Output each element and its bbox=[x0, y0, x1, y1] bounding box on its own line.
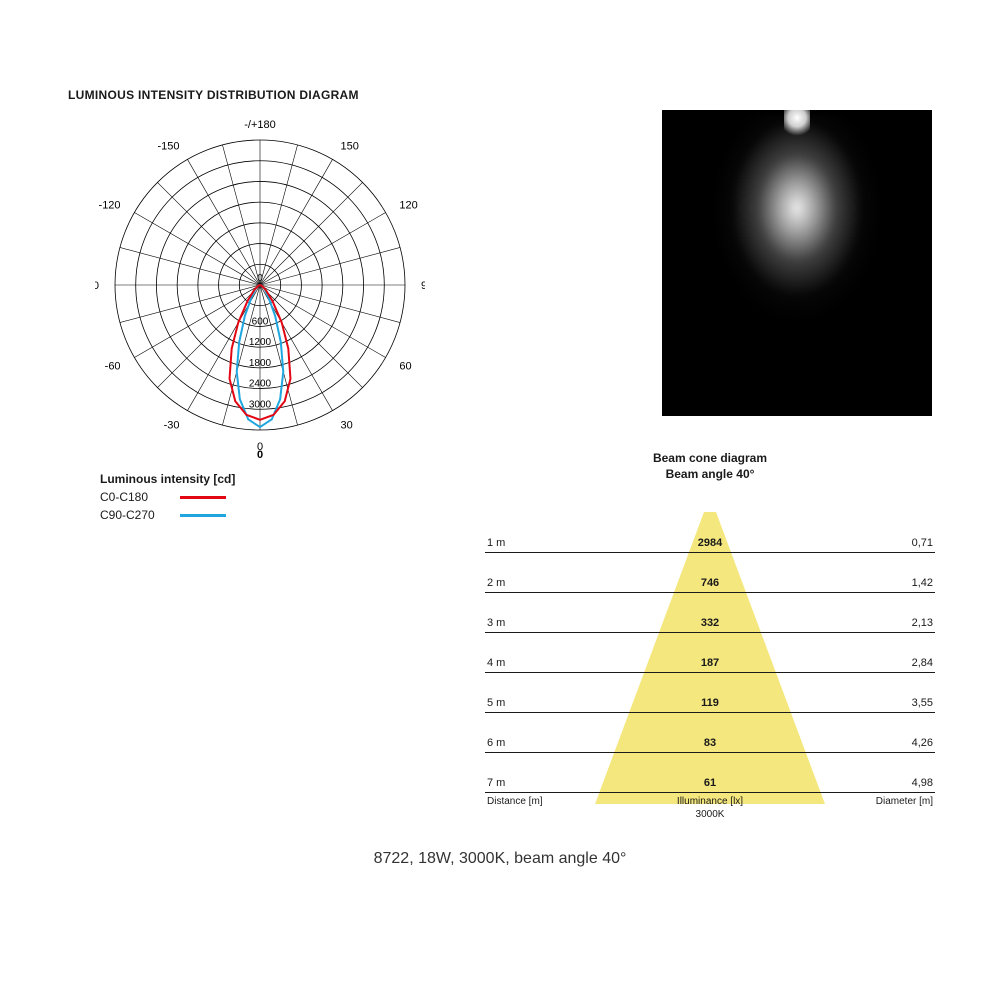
beam-diameter: 2,84 bbox=[912, 657, 933, 669]
legend-row: C0-C180 bbox=[100, 488, 235, 506]
svg-text:-150: -150 bbox=[157, 141, 179, 153]
svg-text:120: 120 bbox=[399, 200, 417, 212]
beam-diameter: 4,98 bbox=[912, 777, 933, 789]
beam-titles: Beam cone diagram Beam angle 40° bbox=[485, 450, 935, 482]
svg-text:1200: 1200 bbox=[249, 337, 272, 348]
beam-chart: 1 m29840,712 m7461,423 m3322,134 m1872,8… bbox=[485, 512, 935, 832]
beam-distance: 1 m bbox=[487, 537, 505, 549]
svg-text:2400: 2400 bbox=[249, 379, 272, 390]
beam-row: 5 m1193,55 bbox=[485, 712, 935, 713]
beam-row: 3 m3322,13 bbox=[485, 632, 935, 633]
beam-diameter: 1,42 bbox=[912, 577, 933, 589]
svg-text:90: 90 bbox=[421, 280, 425, 292]
beam-lux: 119 bbox=[701, 697, 719, 709]
beam-row: 4 m1872,84 bbox=[485, 672, 935, 673]
beam-cone-section: Beam cone diagram Beam angle 40° 1 m2984… bbox=[485, 450, 935, 832]
legend-swatch bbox=[180, 514, 226, 517]
beam-row: 7 m614,98 bbox=[485, 792, 935, 793]
svg-text:-90: -90 bbox=[95, 280, 99, 292]
beam-row: 6 m834,26 bbox=[485, 752, 935, 753]
beam-lux: 83 bbox=[704, 737, 716, 749]
light-glow bbox=[712, 116, 882, 346]
light-source-point bbox=[784, 110, 810, 136]
light-photo bbox=[662, 110, 932, 416]
legend: Luminous intensity [cd] C0-C180C90-C270 bbox=[100, 470, 235, 524]
svg-text:0: 0 bbox=[257, 273, 263, 284]
beam-distance: 4 m bbox=[487, 657, 505, 669]
svg-text:30: 30 bbox=[341, 419, 353, 431]
svg-text:150: 150 bbox=[341, 141, 359, 153]
axis-right: Diameter [m] bbox=[876, 796, 933, 807]
beam-lux: 2984 bbox=[698, 537, 722, 549]
legend-label: C0-C180 bbox=[100, 488, 162, 506]
svg-text:-120: -120 bbox=[99, 200, 121, 212]
svg-text:0: 0 bbox=[257, 449, 263, 461]
beam-distance: 2 m bbox=[487, 577, 505, 589]
caption: 8722, 18W, 3000K, beam angle 40° bbox=[0, 850, 1000, 868]
svg-text:3000: 3000 bbox=[249, 399, 272, 410]
svg-text:600: 600 bbox=[252, 316, 269, 327]
beam-diameter: 2,13 bbox=[912, 617, 933, 629]
svg-text:-60: -60 bbox=[105, 361, 121, 373]
svg-text:1800: 1800 bbox=[249, 358, 272, 369]
legend-row: C90-C270 bbox=[100, 506, 235, 524]
beam-row: 2 m7461,42 bbox=[485, 592, 935, 593]
beam-distance: 3 m bbox=[487, 617, 505, 629]
beam-distance: 5 m bbox=[487, 697, 505, 709]
beam-diameter: 0,71 bbox=[912, 537, 933, 549]
axis-left: Distance [m] bbox=[487, 796, 543, 807]
beam-distance: 6 m bbox=[487, 737, 505, 749]
beam-row: 1 m29840,71 bbox=[485, 552, 935, 553]
beam-title-2: Beam angle 40° bbox=[485, 466, 935, 482]
axis-center: Illuminance [lx]3000K bbox=[677, 796, 743, 821]
legend-title: Luminous intensity [cd] bbox=[100, 470, 235, 488]
polar-svg: -/+180 150 120 90 60 30 0 -30 -60 -90 -120 -150 0 600… bbox=[95, 110, 425, 470]
polar-diagram: -/+180 150 120 90 60 30 0 -30 -60 -90 -120 -150 0 600… bbox=[95, 110, 425, 460]
svg-text:60: 60 bbox=[399, 361, 411, 373]
beam-lux: 61 bbox=[704, 777, 716, 789]
beam-lux: 187 bbox=[701, 657, 719, 669]
beam-lux: 746 bbox=[701, 577, 719, 589]
svg-text:-/+180: -/+180 bbox=[244, 119, 276, 131]
legend-label: C90-C270 bbox=[100, 506, 162, 524]
beam-diameter: 4,26 bbox=[912, 737, 933, 749]
beam-lux: 332 bbox=[701, 617, 719, 629]
beam-title-1: Beam cone diagram bbox=[485, 450, 935, 466]
legend-swatch bbox=[180, 496, 226, 499]
page-title: LUMINOUS INTENSITY DISTRIBUTION DIAGRAM bbox=[68, 88, 359, 102]
svg-text:-30: -30 bbox=[164, 419, 180, 431]
beam-diameter: 3,55 bbox=[912, 697, 933, 709]
beam-distance: 7 m bbox=[487, 777, 505, 789]
